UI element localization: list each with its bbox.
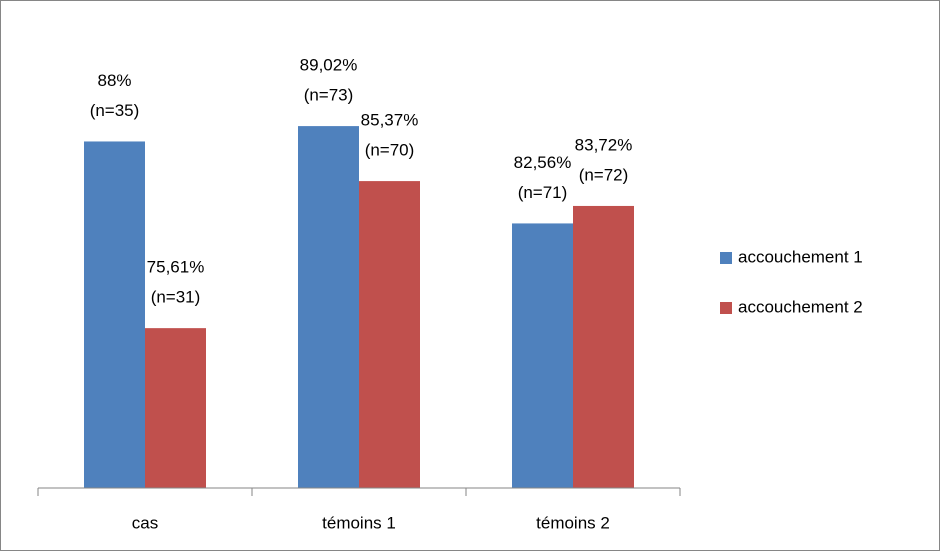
x-tick-label: témoins 2 (536, 513, 610, 532)
x-tick-label: cas (132, 513, 158, 532)
count-label: (n=73) (304, 86, 354, 105)
value-label: 75,61% (147, 258, 205, 277)
value-label: 85,37% (361, 111, 419, 130)
legend-swatch (720, 302, 732, 314)
count-label: (n=35) (90, 101, 140, 120)
bar (573, 205, 634, 488)
legend-swatch (720, 252, 732, 264)
count-label: (n=31) (151, 288, 201, 307)
legend-label: accouchement 1 (738, 247, 863, 266)
bar (298, 126, 359, 488)
bar (359, 181, 420, 489)
value-label: 82,56% (514, 153, 572, 172)
value-label: 88% (97, 71, 131, 90)
value-label: 83,72% (575, 135, 633, 154)
count-label: (n=72) (579, 165, 629, 184)
legend-label: accouchement 2 (738, 297, 863, 316)
value-label: 89,02% (300, 56, 358, 75)
bar (512, 223, 573, 489)
bar (84, 141, 145, 488)
bar (145, 328, 206, 488)
count-label: (n=71) (518, 183, 568, 202)
x-tick-label: témoins 1 (322, 513, 396, 532)
count-label: (n=70) (365, 141, 415, 160)
